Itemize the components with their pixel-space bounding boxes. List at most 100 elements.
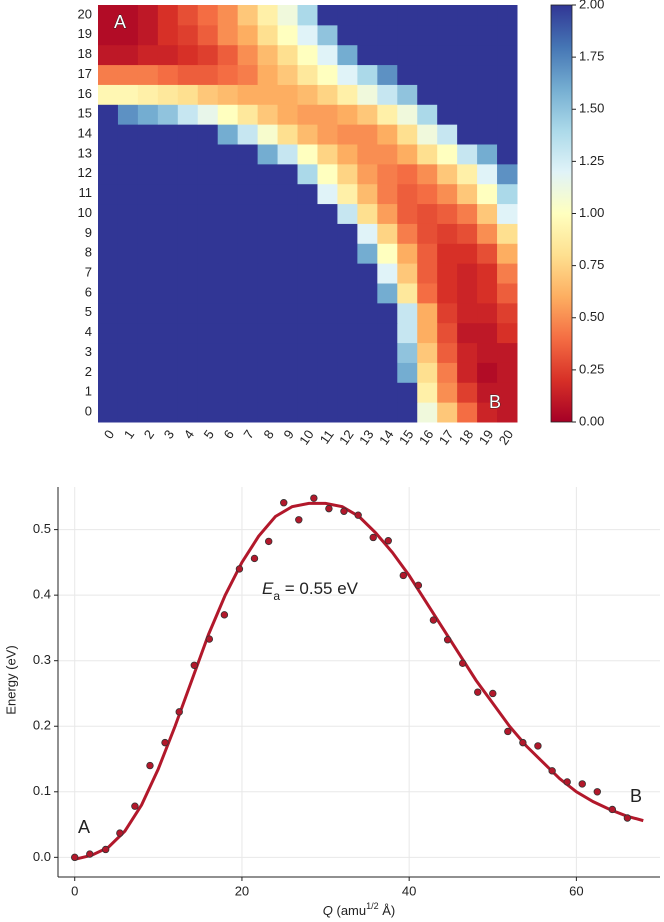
- heatmap-cell: [197, 243, 219, 264]
- heatmap-cell: [137, 203, 159, 224]
- heatmap-cell: [137, 322, 159, 344]
- heatmap-cell: [117, 322, 139, 344]
- heatmap-cell: [417, 84, 438, 105]
- heatmap-cell: [98, 263, 119, 284]
- y-tick-label: 15: [78, 106, 92, 121]
- heatmap-cell: [257, 362, 279, 383]
- heatmap-cell: [337, 44, 358, 66]
- heatmap-cell: [197, 382, 219, 403]
- heatmap-cell: [197, 183, 219, 205]
- heatmap-cell: [237, 322, 259, 344]
- heatmap-cell: [217, 243, 239, 264]
- y-tick-label: 18: [78, 46, 92, 61]
- heatmap-cell: [277, 402, 299, 423]
- heatmap-cell: [237, 402, 259, 423]
- heatmap-cell: [337, 223, 358, 244]
- heatmap-cell: [137, 342, 159, 363]
- colorbar-tick-label: 1.50: [579, 101, 604, 116]
- heatmap-cell: [317, 283, 338, 304]
- y-tick-label: 0.2: [33, 718, 51, 733]
- heatmap-cell: [157, 223, 179, 244]
- heatmap-cell: [157, 64, 179, 85]
- heatmap-cell: [297, 64, 318, 85]
- heatmap-cell: [237, 283, 259, 304]
- heatmap-cell: [417, 104, 438, 125]
- heatmap-cell: [397, 362, 418, 383]
- heatmap-cell: [397, 283, 418, 304]
- heatmap-cell: [297, 44, 318, 66]
- heatmap-cell: [98, 283, 119, 304]
- heatmap-cell: [117, 283, 139, 304]
- heatmap-cell: [137, 302, 159, 324]
- heatmap-cell: [297, 322, 318, 344]
- heatmap-cell: [137, 283, 159, 304]
- heatmap-cell: [157, 5, 179, 26]
- heatmap-cell: [377, 302, 398, 324]
- data-point: [504, 727, 512, 736]
- heatmap-cell: [337, 64, 358, 85]
- data-point: [384, 537, 392, 545]
- colorbar-tick-label: 1.75: [579, 49, 604, 64]
- heatmap-cell: [377, 322, 398, 344]
- heatmap-cell: [98, 322, 119, 344]
- heatmap-cell: [457, 243, 478, 264]
- heatmap-cell: [197, 223, 219, 244]
- heatmap-cell: [257, 382, 279, 403]
- x-axis-label: Q (amu1/2 Å): [323, 901, 396, 918]
- heatmap-cell: [157, 44, 179, 66]
- data-point: [265, 537, 273, 546]
- x-tick-label: 16: [416, 427, 437, 447]
- x-tick-label: 20: [235, 883, 249, 898]
- heatmap-cell: [457, 64, 478, 85]
- heatmap-cell: [297, 104, 318, 125]
- heatmap-cell: [177, 223, 199, 244]
- heatmap-cell: [337, 382, 358, 403]
- heatmap-cell: [357, 382, 378, 403]
- heatmap-cell: [357, 263, 378, 284]
- x-tick-label: 0: [101, 427, 117, 442]
- heatmap-cell: [457, 283, 478, 304]
- heatmap-cell: [297, 124, 318, 145]
- heatmap-cell: [257, 302, 279, 324]
- data-point: [295, 516, 303, 524]
- heatmap-cell: [257, 243, 279, 264]
- heatmap-cell: [117, 124, 139, 145]
- heatmap-cell: [177, 203, 199, 224]
- heatmap-cell: [177, 24, 199, 46]
- heatmap-cell: [137, 362, 159, 383]
- heatmap-cell: [257, 124, 279, 145]
- data-point: [220, 611, 229, 619]
- heatmap-cell: [177, 322, 199, 344]
- heatmap-cell: [98, 183, 119, 205]
- heatmap-cell: [157, 263, 179, 284]
- heatmap-cell: [137, 163, 159, 185]
- heatmap-cell: [317, 183, 338, 205]
- colorbar-tick-label: 1.25: [579, 153, 604, 168]
- heatmap-cell: [417, 263, 438, 284]
- data-point: [399, 571, 408, 580]
- heatmap-cell: [457, 183, 478, 205]
- heatmap-cell: [477, 322, 498, 344]
- heatmap-cell: [437, 402, 458, 423]
- heatmap-cell: [337, 144, 358, 165]
- heatmap-cell: [297, 24, 318, 46]
- heatmap-cell: [277, 124, 299, 145]
- data-point: [235, 565, 244, 573]
- heatmap-cell: [397, 24, 418, 46]
- heatmap-cell: [317, 263, 338, 284]
- heatmap-cell: [137, 64, 159, 85]
- x-tick-label: 10: [296, 427, 317, 447]
- heatmap-cell: [417, 163, 438, 185]
- heatmap-cell: [117, 84, 139, 105]
- heatmap-cell: [137, 44, 159, 66]
- heatmap-cell: [337, 342, 358, 363]
- y-tick-label: 20: [78, 6, 92, 21]
- heatmap-cell: [277, 64, 299, 85]
- annotation: B: [630, 786, 642, 806]
- heatmap-cell: [377, 402, 398, 423]
- heatmap-cell: [317, 44, 338, 66]
- symbol: Q: [323, 903, 333, 918]
- heatmap-cell: [257, 144, 279, 165]
- heatmap-cell: [257, 402, 279, 423]
- heatmap-cell: [217, 203, 239, 224]
